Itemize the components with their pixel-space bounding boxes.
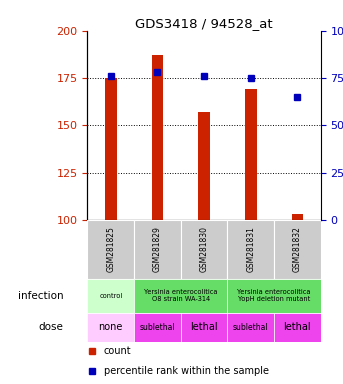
- Text: GSM281832: GSM281832: [293, 227, 302, 272]
- Bar: [87, 279, 134, 313]
- Text: lethal: lethal: [190, 322, 218, 332]
- Text: sublethal: sublethal: [140, 323, 175, 332]
- Bar: [181, 313, 227, 342]
- Text: infection: infection: [17, 291, 63, 301]
- Text: Yersinia enterocolitica
O8 strain WA-314: Yersinia enterocolitica O8 strain WA-314: [144, 289, 217, 302]
- Bar: [87, 220, 134, 279]
- Bar: [274, 220, 321, 279]
- Bar: [152, 55, 163, 220]
- Text: percentile rank within the sample: percentile rank within the sample: [104, 366, 269, 376]
- Bar: [245, 89, 257, 220]
- Text: GSM281825: GSM281825: [106, 227, 115, 272]
- Text: none: none: [98, 322, 123, 332]
- Bar: [227, 279, 321, 313]
- Bar: [134, 220, 181, 279]
- Text: GSM281830: GSM281830: [200, 227, 209, 272]
- Text: dose: dose: [38, 322, 63, 332]
- Text: GSM281831: GSM281831: [246, 227, 255, 272]
- Bar: [105, 78, 117, 220]
- Bar: [181, 220, 227, 279]
- Bar: [227, 220, 274, 279]
- Bar: [87, 313, 134, 342]
- Text: sublethal: sublethal: [233, 323, 269, 332]
- Bar: [134, 279, 227, 313]
- Text: lethal: lethal: [284, 322, 311, 332]
- Bar: [198, 112, 210, 220]
- Bar: [292, 214, 303, 220]
- Bar: [274, 313, 321, 342]
- Text: count: count: [104, 346, 131, 356]
- Text: GSM281829: GSM281829: [153, 227, 162, 272]
- Text: control: control: [99, 293, 122, 299]
- Title: GDS3418 / 94528_at: GDS3418 / 94528_at: [135, 17, 273, 30]
- Text: Yersinia enterocolitica
YopH deletion mutant: Yersinia enterocolitica YopH deletion mu…: [237, 289, 311, 302]
- Bar: [227, 313, 274, 342]
- Bar: [134, 313, 181, 342]
